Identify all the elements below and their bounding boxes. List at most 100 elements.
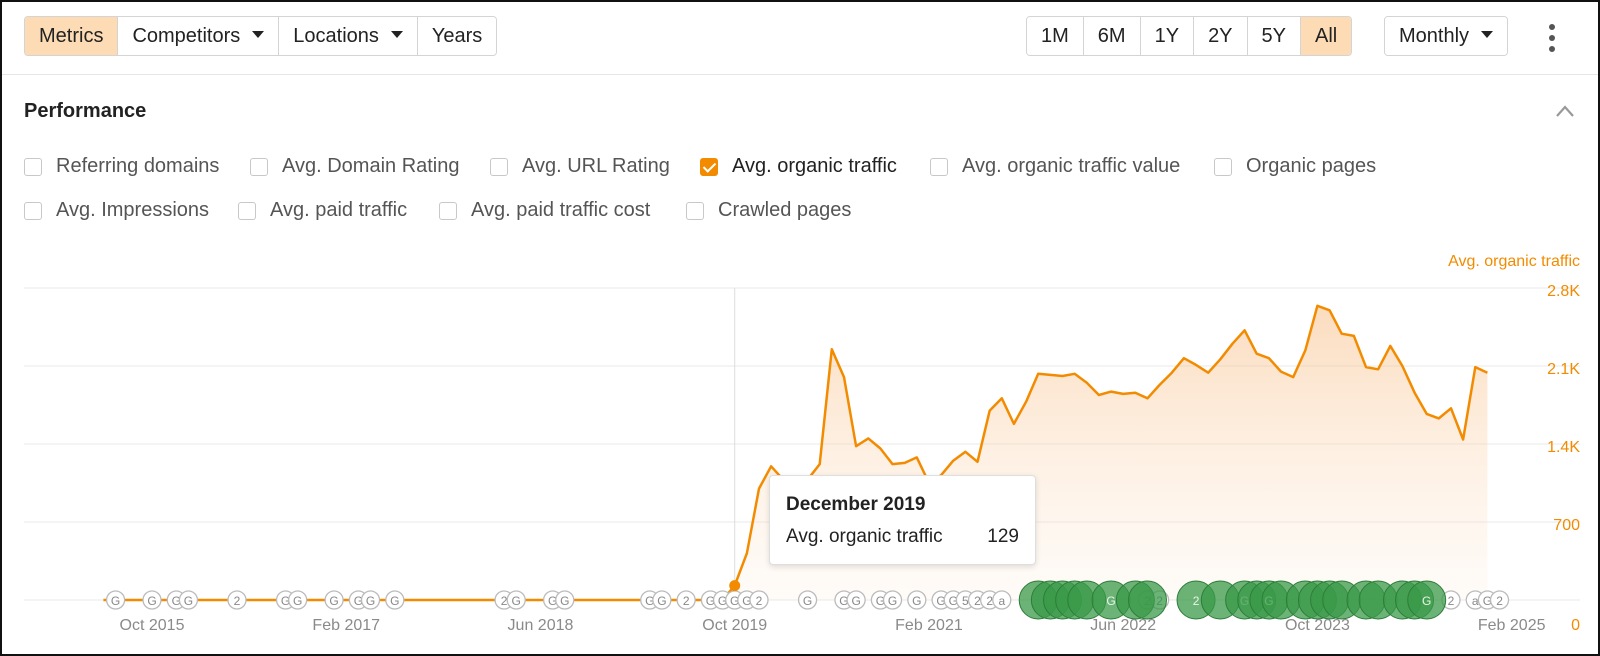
annotation-marker-label: G [888,594,897,608]
annotation-marker-label: G [184,594,193,608]
annotation-marker-label: G [111,594,120,608]
checkbox-referring-domains[interactable]: Referring domains [24,155,219,178]
interval-dropdown-group: Monthly [1384,16,1509,56]
chevron-up-icon[interactable] [1555,102,1575,120]
annotation-marker-label: G [949,594,958,608]
annotation-marker[interactable] [506,590,526,610]
checkbox-crawled-pages[interactable]: Crawled pages [686,199,851,222]
checkbox-avg-domain-rating[interactable]: Avg. Domain Rating [250,155,460,178]
checkbox-box[interactable] [250,157,268,176]
annotation-marker[interactable] [846,590,866,610]
google-update-marker-label: G [1422,594,1431,608]
range-label: 1M [1041,25,1069,47]
caret-down-icon [390,31,403,39]
range-5y-button[interactable]: 5Y [1247,17,1301,55]
x-tick-label: Oct 2023 [1285,617,1350,634]
annotation-marker-label: G [1483,594,1492,608]
annotation-marker-label: 2 [501,594,508,608]
annotation-marker[interactable] [676,590,696,610]
interval-label: Monthly [1399,25,1470,47]
checkbox-box[interactable] [24,201,42,220]
annotation-marker[interactable] [652,590,672,610]
y-tick-label: 1.4K [1547,439,1580,456]
annotation-marker-label: G [839,594,848,608]
x-tick-label: Oct 2015 [120,617,185,634]
x-tick-label: Jun 2018 [508,617,574,634]
annotation-marker[interactable] [749,590,769,610]
range-all-button[interactable]: All [1301,17,1352,55]
annotation-marker-label: G [512,594,521,608]
annotation-marker-label: 2 [683,594,690,608]
checkbox-avg-url-rating[interactable]: Avg. URL Rating [490,155,670,178]
google-update-marker[interactable] [1127,580,1167,620]
tooltip-metric-label: Avg. organic traffic [786,526,943,547]
annotation-marker[interactable] [288,590,308,610]
annotation-marker[interactable] [797,590,818,610]
checkbox-box[interactable] [439,201,457,220]
series-area-fill [103,305,1488,600]
years-button[interactable]: Years [417,17,497,55]
annotation-marker[interactable] [385,590,405,610]
metrics-button[interactable]: Metrics [25,17,119,55]
locations-dropdown[interactable]: Locations [279,17,418,55]
checkbox-box[interactable] [490,157,508,176]
highlighted-data-point[interactable] [729,580,741,592]
checkbox-avg-organic-traffic[interactable]: Avg. organic traffic [700,155,897,178]
annotation-marker-label: 2 [974,594,981,608]
checkbox-box[interactable] [686,201,704,220]
caret-down-icon [1481,31,1494,39]
range-label: 6M [1097,25,1126,47]
checkbox-avg-paid-traffic[interactable]: Avg. paid traffic [238,199,407,222]
annotation-marker[interactable] [555,590,575,610]
checkbox-box[interactable] [1214,157,1232,176]
range-2y-button[interactable]: 2Y [1194,17,1248,55]
annotation-marker-label: G [354,594,363,608]
annotation-marker-label: G [366,594,375,608]
metrics-toolbar-group: Metrics Competitors Locations Years [24,16,498,56]
competitors-dropdown[interactable]: Competitors [118,17,280,55]
annotation-marker[interactable] [178,590,199,610]
annotation-marker[interactable] [142,590,162,610]
checkbox-avg-impressions[interactable]: Avg. Impressions [24,199,209,222]
range-6m-button[interactable]: 6M [1083,17,1141,55]
checkbox-label: Crawled pages [718,199,852,221]
annotation-marker[interactable] [907,590,927,610]
locations-label: Locations [293,25,379,47]
annotation-marker[interactable] [227,590,247,610]
kebab-vertical-icon[interactable] [1542,24,1562,52]
tooltip-metric-value: 129 [987,526,1019,547]
y-tick-label: 700 [1553,517,1580,534]
checkbox-avg-organic-traffic-value[interactable]: Avg. organic traffic value [930,155,1180,178]
google-update-marker[interactable] [1407,580,1447,620]
annotation-marker-label: a [998,594,1005,608]
range-1y-button[interactable]: 1Y [1140,17,1195,55]
annotation-marker-label: a [1472,594,1479,608]
metrics-button-label: Metrics [39,25,104,47]
annotation-marker-label: G [390,594,399,608]
annotation-marker[interactable] [105,590,126,610]
interval-dropdown[interactable]: Monthly [1385,17,1508,55]
annotation-marker[interactable] [360,590,381,610]
annotation-marker[interactable] [1489,590,1510,610]
annotation-marker-label: G [548,594,557,608]
checkbox-box[interactable] [24,157,42,176]
checkbox-box[interactable] [930,157,948,176]
checkbox-label: Avg. URL Rating [522,155,670,177]
annotation-marker[interactable] [992,590,1012,610]
annotation-marker-label: 5 [962,594,969,608]
checkbox-label: Referring domains [56,155,220,177]
annotation-marker-label: G [730,594,739,608]
annotation-marker-label: G [172,594,181,608]
annotation-marker-label: 2 [1496,594,1503,608]
annotation-marker-label: 2 [986,594,993,608]
checkbox-avg-paid-traffic-cost[interactable]: Avg. paid traffic cost [439,199,650,222]
range-label: 5Y [1261,25,1286,47]
range-1m-button[interactable]: 1M [1027,17,1084,55]
caret-down-icon [252,31,265,39]
checkbox-organic-pages[interactable]: Organic pages [1214,155,1376,178]
annotation-marker[interactable] [882,590,903,610]
checkbox-box[interactable] [238,201,256,220]
checkmark-icon[interactable] [700,157,718,176]
annotation-marker[interactable] [324,590,344,610]
